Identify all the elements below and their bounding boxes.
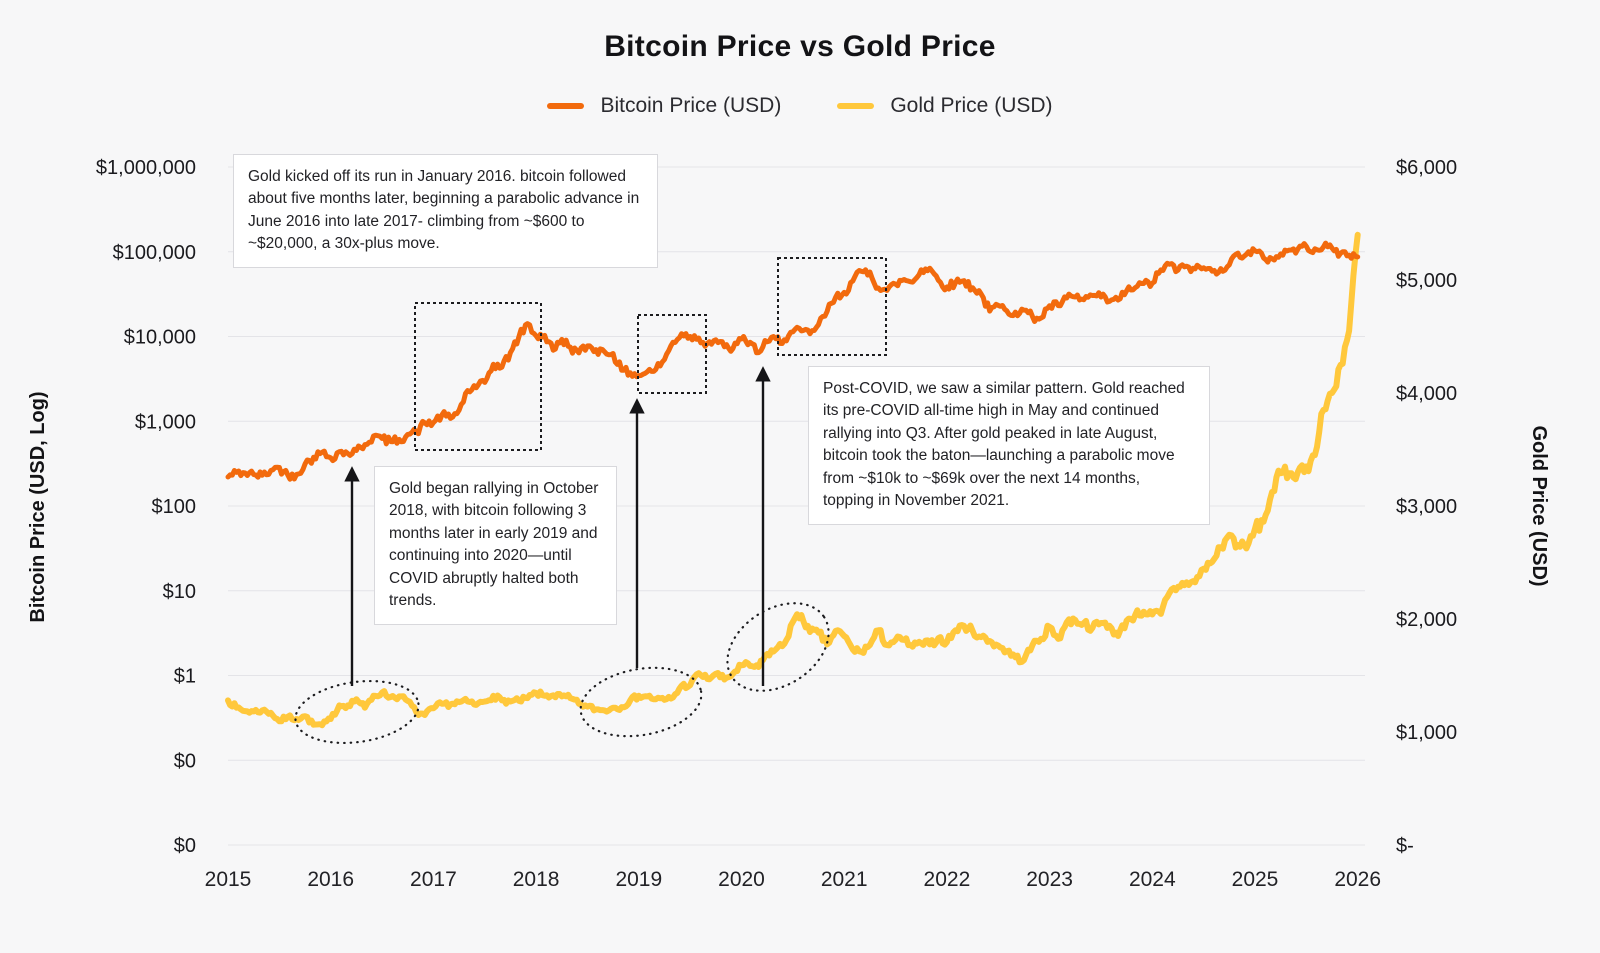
legend-label-bitcoin: Bitcoin Price (USD) <box>600 94 782 117</box>
x-axis-ticks: 2015 2016 2017 2018 2019 2020 2021 2022 2023 2024… <box>205 868 1381 891</box>
left-tick-label: $1,000,000 <box>96 157 196 179</box>
left-axis-title: Bitcoin Price (USD, Log) <box>27 391 49 622</box>
highlight-ellipse <box>726 602 830 692</box>
legend-swatch-bitcoin-icon <box>547 103 585 109</box>
x-tick-label: 2017 <box>410 868 457 891</box>
x-tick-label: 2015 <box>205 868 252 891</box>
annotation-post-covid: Post-COVID, we saw a similar pattern. Go… <box>808 366 1210 525</box>
annotation-2016-runup: Gold kicked off its run in January 2016.… <box>233 154 658 268</box>
legend-label-gold: Gold Price (USD) <box>890 94 1053 117</box>
left-tick-label: $1 <box>174 666 196 688</box>
legend-item-gold: Gold Price (USD) <box>837 94 1053 118</box>
chart-title: Bitcoin Price vs Gold Price <box>604 30 996 63</box>
x-tick-label: 2024 <box>1129 868 1176 891</box>
left-axis-ticks: $1,000,000 $100,000 $10,000 $1,000 $100 $10 $1… <box>96 157 196 857</box>
bitcoin-price-line <box>225 240 1361 482</box>
highlight-ellipse <box>579 666 703 738</box>
right-tick-label: $3,000 <box>1396 496 1457 518</box>
highlight-rect <box>414 302 542 451</box>
right-tick-label: $1,000 <box>1396 722 1457 744</box>
left-tick-label: $0 <box>174 835 196 857</box>
right-tick-label: $2,000 <box>1396 609 1457 631</box>
x-tick-label: 2022 <box>924 868 971 891</box>
right-tick-label: $6,000 <box>1396 157 1457 179</box>
x-tick-label: 2023 <box>1026 868 1073 891</box>
annotation-2018-rally: Gold began rallying in October 2018, wit… <box>374 466 617 625</box>
highlight-ellipse <box>294 679 420 745</box>
highlight-rect <box>637 314 707 394</box>
left-tick-label: $1,000 <box>135 411 196 433</box>
legend: Bitcoin Price (USD) Gold Price (USD) <box>0 94 1600 118</box>
legend-swatch-gold-icon <box>837 103 875 109</box>
left-tick-label: $10 <box>163 581 196 603</box>
right-tick-label: $5,000 <box>1396 270 1457 292</box>
x-tick-label: 2019 <box>615 868 662 891</box>
left-tick-label: $10,000 <box>124 327 196 349</box>
legend-item-bitcoin: Bitcoin Price (USD) <box>547 94 781 118</box>
right-axis-title: Gold Price (USD) <box>1528 425 1550 586</box>
x-tick-label: 2021 <box>821 868 868 891</box>
right-tick-label: $- <box>1396 835 1414 857</box>
x-tick-label: 2025 <box>1232 868 1279 891</box>
highlight-rect <box>777 257 887 356</box>
x-tick-label: 2026 <box>1334 868 1381 891</box>
left-tick-label: $0 <box>174 750 196 772</box>
gold-price-line <box>225 231 1361 729</box>
x-tick-label: 2020 <box>718 868 765 891</box>
right-tick-label: $4,000 <box>1396 383 1457 405</box>
x-tick-label: 2018 <box>513 868 560 891</box>
left-tick-label: $100,000 <box>113 242 196 264</box>
x-tick-label: 2016 <box>307 868 354 891</box>
right-axis-ticks: $6,000 $5,000 $4,000 $3,000 $2,000 $1,000 $- <box>1396 157 1457 857</box>
left-tick-label: $100 <box>152 496 197 518</box>
